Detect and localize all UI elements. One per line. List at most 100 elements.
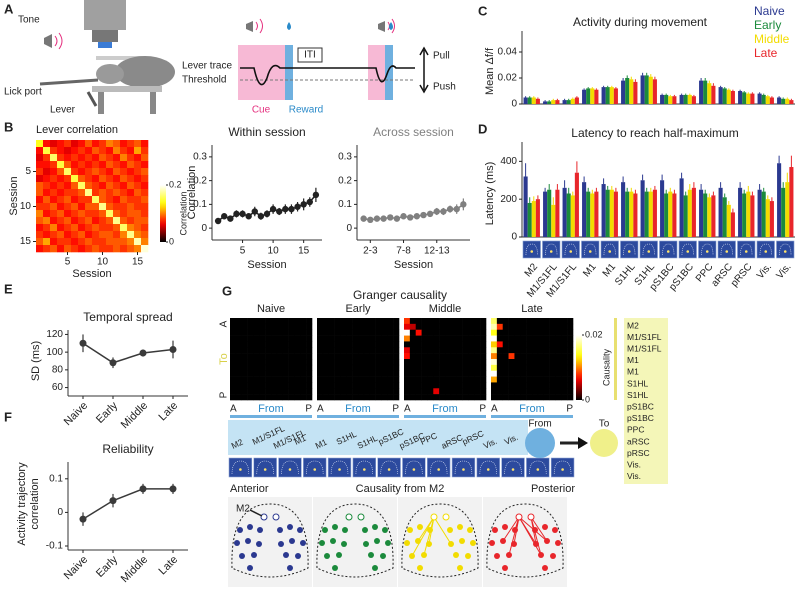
causality-cell	[480, 370, 487, 377]
heatmap-cell	[120, 217, 128, 225]
causality-cell	[317, 341, 324, 348]
causality-cell	[276, 341, 284, 348]
causality-cell	[427, 364, 434, 372]
causality-cell	[561, 382, 568, 389]
heatmap-cell	[141, 154, 149, 162]
bar	[570, 195, 575, 237]
causality-cell	[271, 394, 278, 401]
causality-cell	[346, 353, 353, 360]
heatmap-cell	[127, 168, 135, 176]
causality-cell	[300, 370, 307, 377]
causality-cell	[340, 347, 347, 354]
heatmap-cell	[64, 224, 72, 232]
causality-cell	[328, 376, 335, 383]
causality-cell	[555, 341, 562, 348]
heatmap-cell	[99, 154, 107, 162]
anterior-label: Anterior	[230, 483, 269, 495]
causality-cell	[520, 353, 527, 360]
region-dot	[459, 538, 465, 544]
heatmap-cell	[113, 210, 121, 218]
causality-cell	[328, 318, 335, 325]
causality-cell	[462, 376, 469, 383]
data-point	[400, 213, 407, 220]
causality-cell	[555, 394, 562, 401]
causality-cell	[491, 335, 498, 342]
causality-cell	[334, 370, 341, 377]
causality-cell	[427, 394, 434, 401]
y-tick-label: 0.1	[193, 199, 207, 210]
causality-cell	[381, 323, 388, 331]
bar	[551, 204, 556, 237]
causality-cell	[439, 318, 446, 325]
region-dot	[502, 565, 508, 571]
causality-cell	[352, 370, 359, 377]
brain-icon-outline	[681, 243, 694, 256]
causality-cell	[532, 323, 539, 331]
causality-cell	[358, 364, 365, 372]
causality-cell	[381, 329, 388, 336]
from-underline	[317, 415, 399, 418]
schematic-bg	[313, 497, 397, 587]
causality-cell	[468, 329, 475, 336]
cue-label: Cue	[252, 105, 271, 116]
causality-cell	[502, 388, 509, 395]
causality-cell	[520, 364, 527, 372]
bar	[590, 193, 595, 237]
causality-cell	[415, 347, 422, 354]
causality-cell	[502, 382, 509, 389]
brain-icon-spot	[338, 468, 341, 471]
causal-link	[423, 516, 435, 556]
causality-cell	[450, 382, 458, 389]
heatmap-cell	[85, 161, 93, 169]
data-point	[393, 215, 401, 222]
causality-cell	[549, 394, 556, 401]
causality-cell	[387, 364, 394, 372]
causality-cell	[421, 370, 428, 377]
bar	[707, 197, 712, 237]
heatmap-cell	[36, 196, 44, 204]
region-dot	[372, 565, 378, 571]
causality-cell	[265, 318, 272, 325]
heatmap-cell	[85, 196, 93, 204]
causality-cell	[253, 335, 260, 342]
causality-cell	[381, 394, 388, 401]
region-list-item: aRSC	[627, 436, 650, 446]
bar	[711, 85, 716, 104]
bar	[726, 89, 731, 104]
causality-cell	[474, 364, 481, 372]
y-tick-label: 5	[25, 166, 31, 177]
region-list-item: pRSC	[627, 448, 650, 458]
heatmap-cell	[92, 189, 100, 197]
causality-cell	[265, 329, 272, 336]
bar	[660, 94, 665, 104]
causality-cell	[526, 382, 533, 389]
causality-cell	[346, 359, 353, 366]
causality-cell	[393, 341, 400, 348]
region-list-item: pS1BC	[627, 413, 654, 423]
heatmap-cell	[134, 140, 142, 148]
causality-cell	[549, 318, 556, 325]
causality-cell	[346, 318, 353, 325]
bar	[769, 97, 774, 104]
causality-cell	[433, 341, 440, 348]
data-point	[239, 210, 246, 218]
causality-cell	[445, 353, 452, 360]
heatmap-cell	[127, 203, 135, 211]
brain-icon-spot	[686, 250, 690, 253]
causality-cell	[415, 335, 422, 342]
brain-icon	[561, 240, 580, 259]
causality-cell	[340, 370, 347, 377]
causality-cell	[421, 353, 428, 360]
causality-cell	[450, 329, 458, 336]
causality-cell	[294, 329, 301, 336]
heatmap-cell	[64, 217, 72, 225]
causality-cell	[567, 335, 574, 342]
causality-cell	[393, 370, 400, 377]
heatmap-cell	[85, 175, 93, 183]
brain-icon-spot	[666, 250, 670, 253]
causality-cell	[567, 323, 574, 331]
causality-cell	[433, 364, 440, 372]
region-dot	[427, 527, 433, 533]
bar	[629, 79, 634, 104]
trial-diagram	[238, 18, 429, 100]
